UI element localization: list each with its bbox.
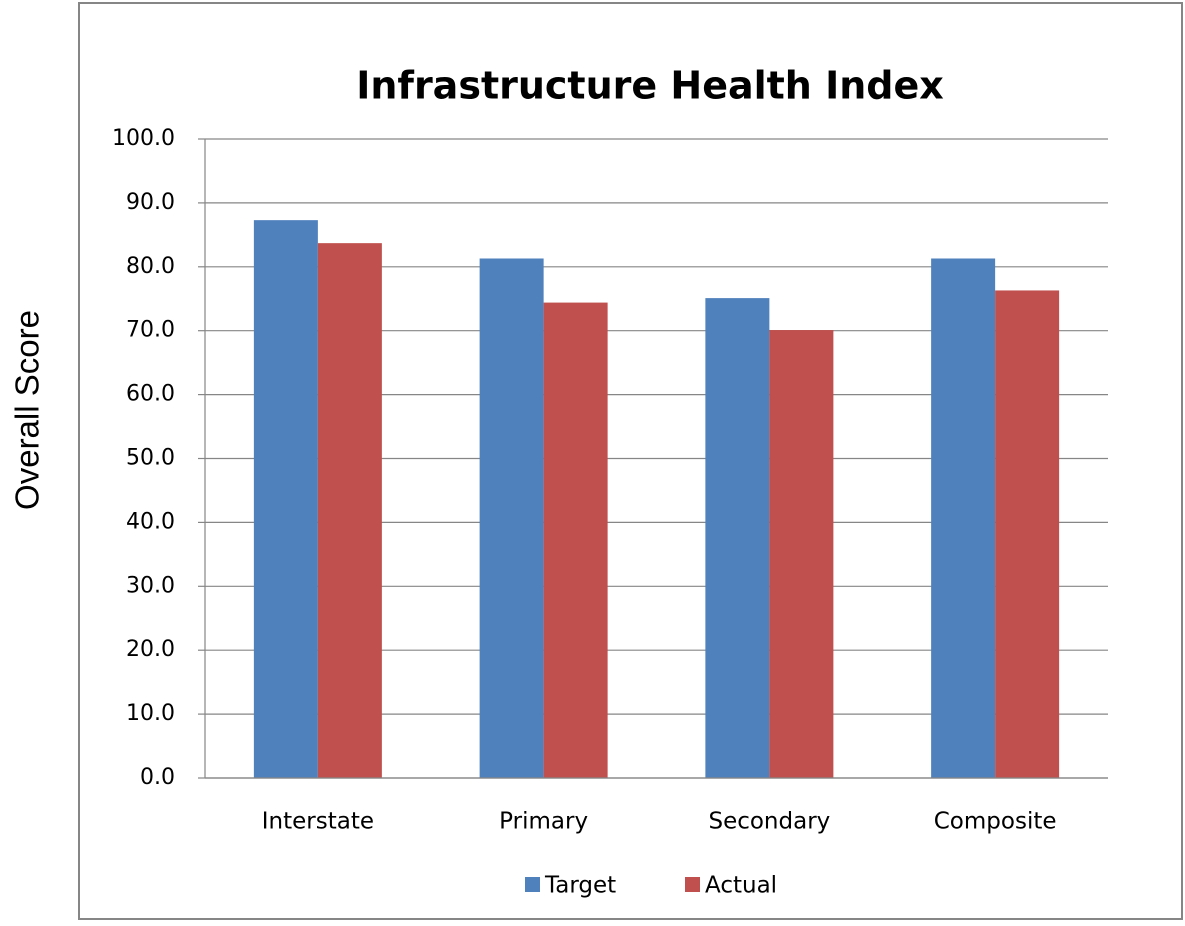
y-tick-label: 90.0 (126, 190, 175, 215)
bar (705, 298, 770, 778)
legend-swatch (525, 877, 540, 892)
legend-label: Target (544, 873, 616, 899)
y-tick-label: 80.0 (126, 254, 175, 279)
bar (317, 243, 382, 779)
bar (995, 290, 1060, 778)
bar (769, 330, 834, 778)
x-tick-label: Secondary (708, 809, 830, 835)
legend-label: Actual (705, 873, 777, 899)
bar (931, 258, 996, 778)
bar (479, 258, 544, 778)
chart-title: Infrastructure Health Index (356, 64, 944, 108)
bar (253, 220, 318, 778)
y-tick-label: 30.0 (126, 573, 175, 598)
x-tick-label: Composite (934, 809, 1057, 835)
y-tick-label: 10.0 (126, 701, 175, 726)
y-tick-label: 50.0 (126, 446, 175, 471)
y-tick-label: 0.0 (140, 765, 175, 790)
y-tick-label: 100.0 (112, 126, 175, 151)
x-tick-label: Interstate (262, 809, 374, 835)
y-axis-label: Overall Score (9, 310, 46, 510)
y-tick-label: 70.0 (126, 318, 175, 343)
y-tick-label: 40.0 (126, 509, 175, 534)
bar (543, 302, 608, 778)
y-tick-label: 20.0 (126, 637, 175, 662)
legend-swatch (685, 877, 700, 892)
x-tick-label: Primary (499, 809, 588, 835)
y-tick-label: 60.0 (126, 382, 175, 407)
